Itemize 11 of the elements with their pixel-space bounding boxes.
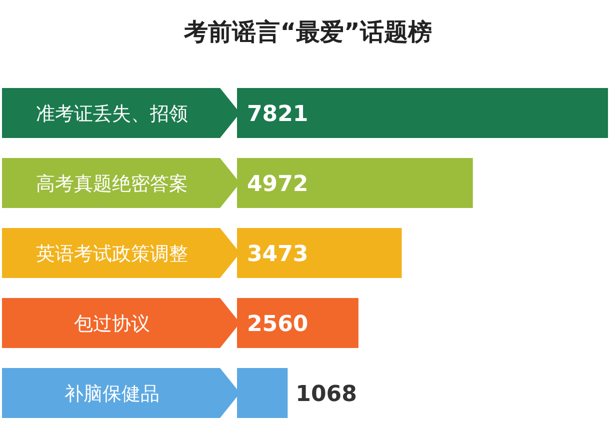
y-tick-label: 英语考试政策调整: [36, 243, 188, 265]
y-tick-label: 高考真题绝密答案: [36, 173, 188, 195]
y-tick-label: 准考证丢失、招领: [36, 103, 188, 125]
data-label: 7821: [247, 102, 308, 127]
y-tick-label: 补脑保健品: [64, 383, 160, 405]
data-label: 2560: [247, 312, 308, 337]
data-label: 4972: [247, 172, 308, 197]
chart-title: 考前谣言“最爱”话题榜: [183, 18, 432, 46]
data-label: 1068: [296, 382, 357, 407]
data-label: 3473: [247, 242, 308, 267]
y-tick-label: 包过协议: [74, 313, 150, 335]
